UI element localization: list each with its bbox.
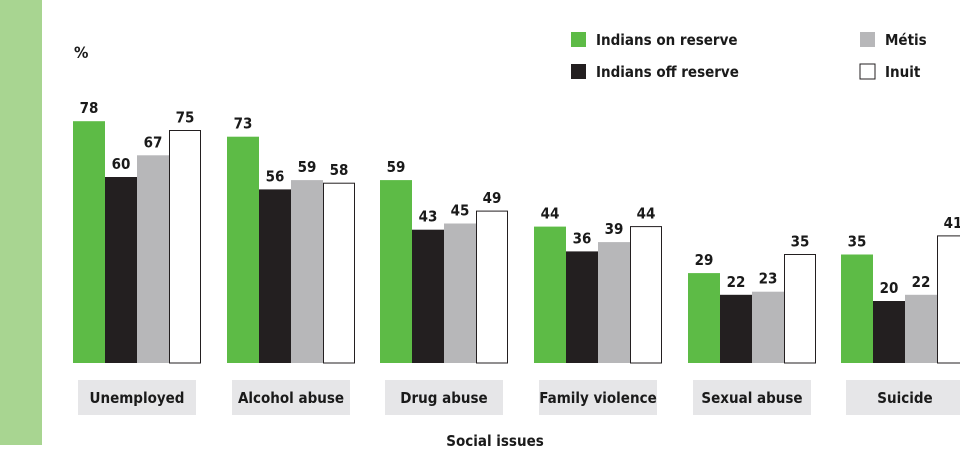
category-box-family-violence — [539, 380, 657, 415]
value-label-suicide-metis: 22 — [912, 273, 931, 291]
bar-suicide-inuit — [937, 235, 960, 364]
category-label-suicide: Suicide — [877, 389, 932, 407]
value-label-alcohol-abuse-indians-on-reserve: 73 — [234, 115, 253, 133]
value-label-sexual-abuse-indians-on-reserve: 29 — [695, 251, 714, 269]
value-label-sexual-abuse-metis: 23 — [759, 270, 778, 288]
value-label-family-violence-inuit: 44 — [637, 205, 656, 223]
bar-family-violence-metis — [598, 242, 630, 363]
category-box-alcohol-abuse — [232, 380, 350, 415]
bar-family-violence-indians-on-reserve — [534, 226, 566, 363]
accent-strip — [0, 0, 42, 445]
legend-label-indians-off-reserve: Indians off reserve — [596, 63, 739, 81]
value-label-sexual-abuse-inuit: 35 — [791, 233, 810, 251]
category-label-unemployed: Unemployed — [90, 389, 185, 407]
bar-sexual-abuse-indians-off-reserve — [720, 294, 752, 363]
category-box-suicide — [846, 380, 960, 415]
category-label-family-violence: Family violence — [539, 389, 656, 407]
value-label-alcohol-abuse-metis: 59 — [298, 158, 317, 176]
bar-alcohol-abuse-indians-on-reserve — [227, 136, 259, 363]
legend-swatch-metis — [860, 32, 875, 47]
bar-sexual-abuse-indians-on-reserve — [688, 273, 720, 363]
bar-sexual-abuse-inuit — [784, 254, 816, 364]
value-label-alcohol-abuse-indians-off-reserve: 56 — [266, 167, 285, 185]
category-box-unemployed — [78, 380, 196, 415]
value-label-suicide-inuit: 41 — [944, 214, 960, 232]
legend-label-indians-on-reserve: Indians on reserve — [596, 31, 738, 49]
value-label-sexual-abuse-indians-off-reserve: 22 — [727, 273, 746, 291]
category-box-drug-abuse — [385, 380, 503, 415]
category-label-drug-abuse: Drug abuse — [400, 389, 487, 407]
value-label-drug-abuse-indians-off-reserve: 43 — [419, 208, 438, 226]
value-label-unemployed-indians-on-reserve: 78 — [80, 99, 99, 117]
value-label-alcohol-abuse-inuit: 58 — [330, 161, 349, 179]
value-label-unemployed-indians-off-reserve: 60 — [112, 155, 131, 173]
value-label-family-violence-indians-on-reserve: 44 — [541, 205, 560, 223]
legend-swatch-indians-off-reserve — [571, 64, 586, 79]
bar-drug-abuse-indians-off-reserve — [412, 229, 444, 363]
bar-alcohol-abuse-inuit — [323, 182, 355, 364]
bar-suicide-indians-on-reserve — [841, 254, 873, 363]
value-label-drug-abuse-indians-on-reserve: 59 — [387, 158, 406, 176]
value-label-unemployed-metis: 67 — [144, 133, 163, 151]
category-label-alcohol-abuse: Alcohol abuse — [238, 389, 344, 407]
value-label-suicide-indians-on-reserve: 35 — [848, 233, 867, 251]
bar-family-violence-indians-off-reserve — [566, 251, 598, 363]
legend: Indians on reserve Indians off reserve Mét… — [571, 31, 927, 81]
bar-drug-abuse-metis — [444, 223, 476, 363]
bar-drug-abuse-indians-on-reserve — [380, 180, 412, 363]
legend-swatch-indians-on-reserve — [571, 32, 586, 47]
value-labels-layer: 78 60 67 75 73 56 59 58 59 43 45 49 44 36 39 44 29 22 23 35… — [80, 99, 960, 297]
category-label-sexual-abuse: Sexual abuse — [701, 389, 802, 407]
category-box-sexual-abuse — [693, 380, 811, 415]
value-label-drug-abuse-inuit: 49 — [483, 189, 502, 207]
bar-alcohol-abuse-indians-off-reserve — [259, 189, 291, 363]
bar-unemployed-inuit — [169, 130, 201, 364]
bar-sexual-abuse-metis — [752, 291, 784, 363]
x-axis-label: Social issues — [446, 432, 544, 450]
legend-label-inuit: Inuit — [885, 63, 921, 81]
legend-swatch-inuit — [859, 63, 876, 80]
bar-suicide-metis — [905, 294, 937, 363]
value-label-unemployed-inuit: 75 — [176, 109, 195, 127]
legend-label-metis: Métis — [885, 31, 927, 49]
category-labels-layer: Unemployed Alcohol abuse Drug abuse Family … — [78, 380, 960, 415]
value-label-suicide-indians-off-reserve: 20 — [880, 279, 899, 297]
bars-layer — [73, 121, 960, 364]
bar-alcohol-abuse-metis — [291, 180, 323, 363]
bar-family-violence-inuit — [630, 226, 662, 364]
bar-suicide-indians-off-reserve — [873, 301, 905, 363]
value-label-family-violence-metis: 39 — [605, 220, 624, 238]
bar-unemployed-metis — [137, 155, 169, 363]
value-label-drug-abuse-metis: 45 — [451, 202, 470, 220]
bar-unemployed-indians-off-reserve — [105, 177, 137, 363]
bar-unemployed-indians-on-reserve — [73, 121, 105, 363]
bar-drug-abuse-inuit — [476, 210, 508, 364]
y-axis-label: % — [74, 43, 88, 62]
value-label-family-violence-indians-off-reserve: 36 — [573, 229, 592, 247]
